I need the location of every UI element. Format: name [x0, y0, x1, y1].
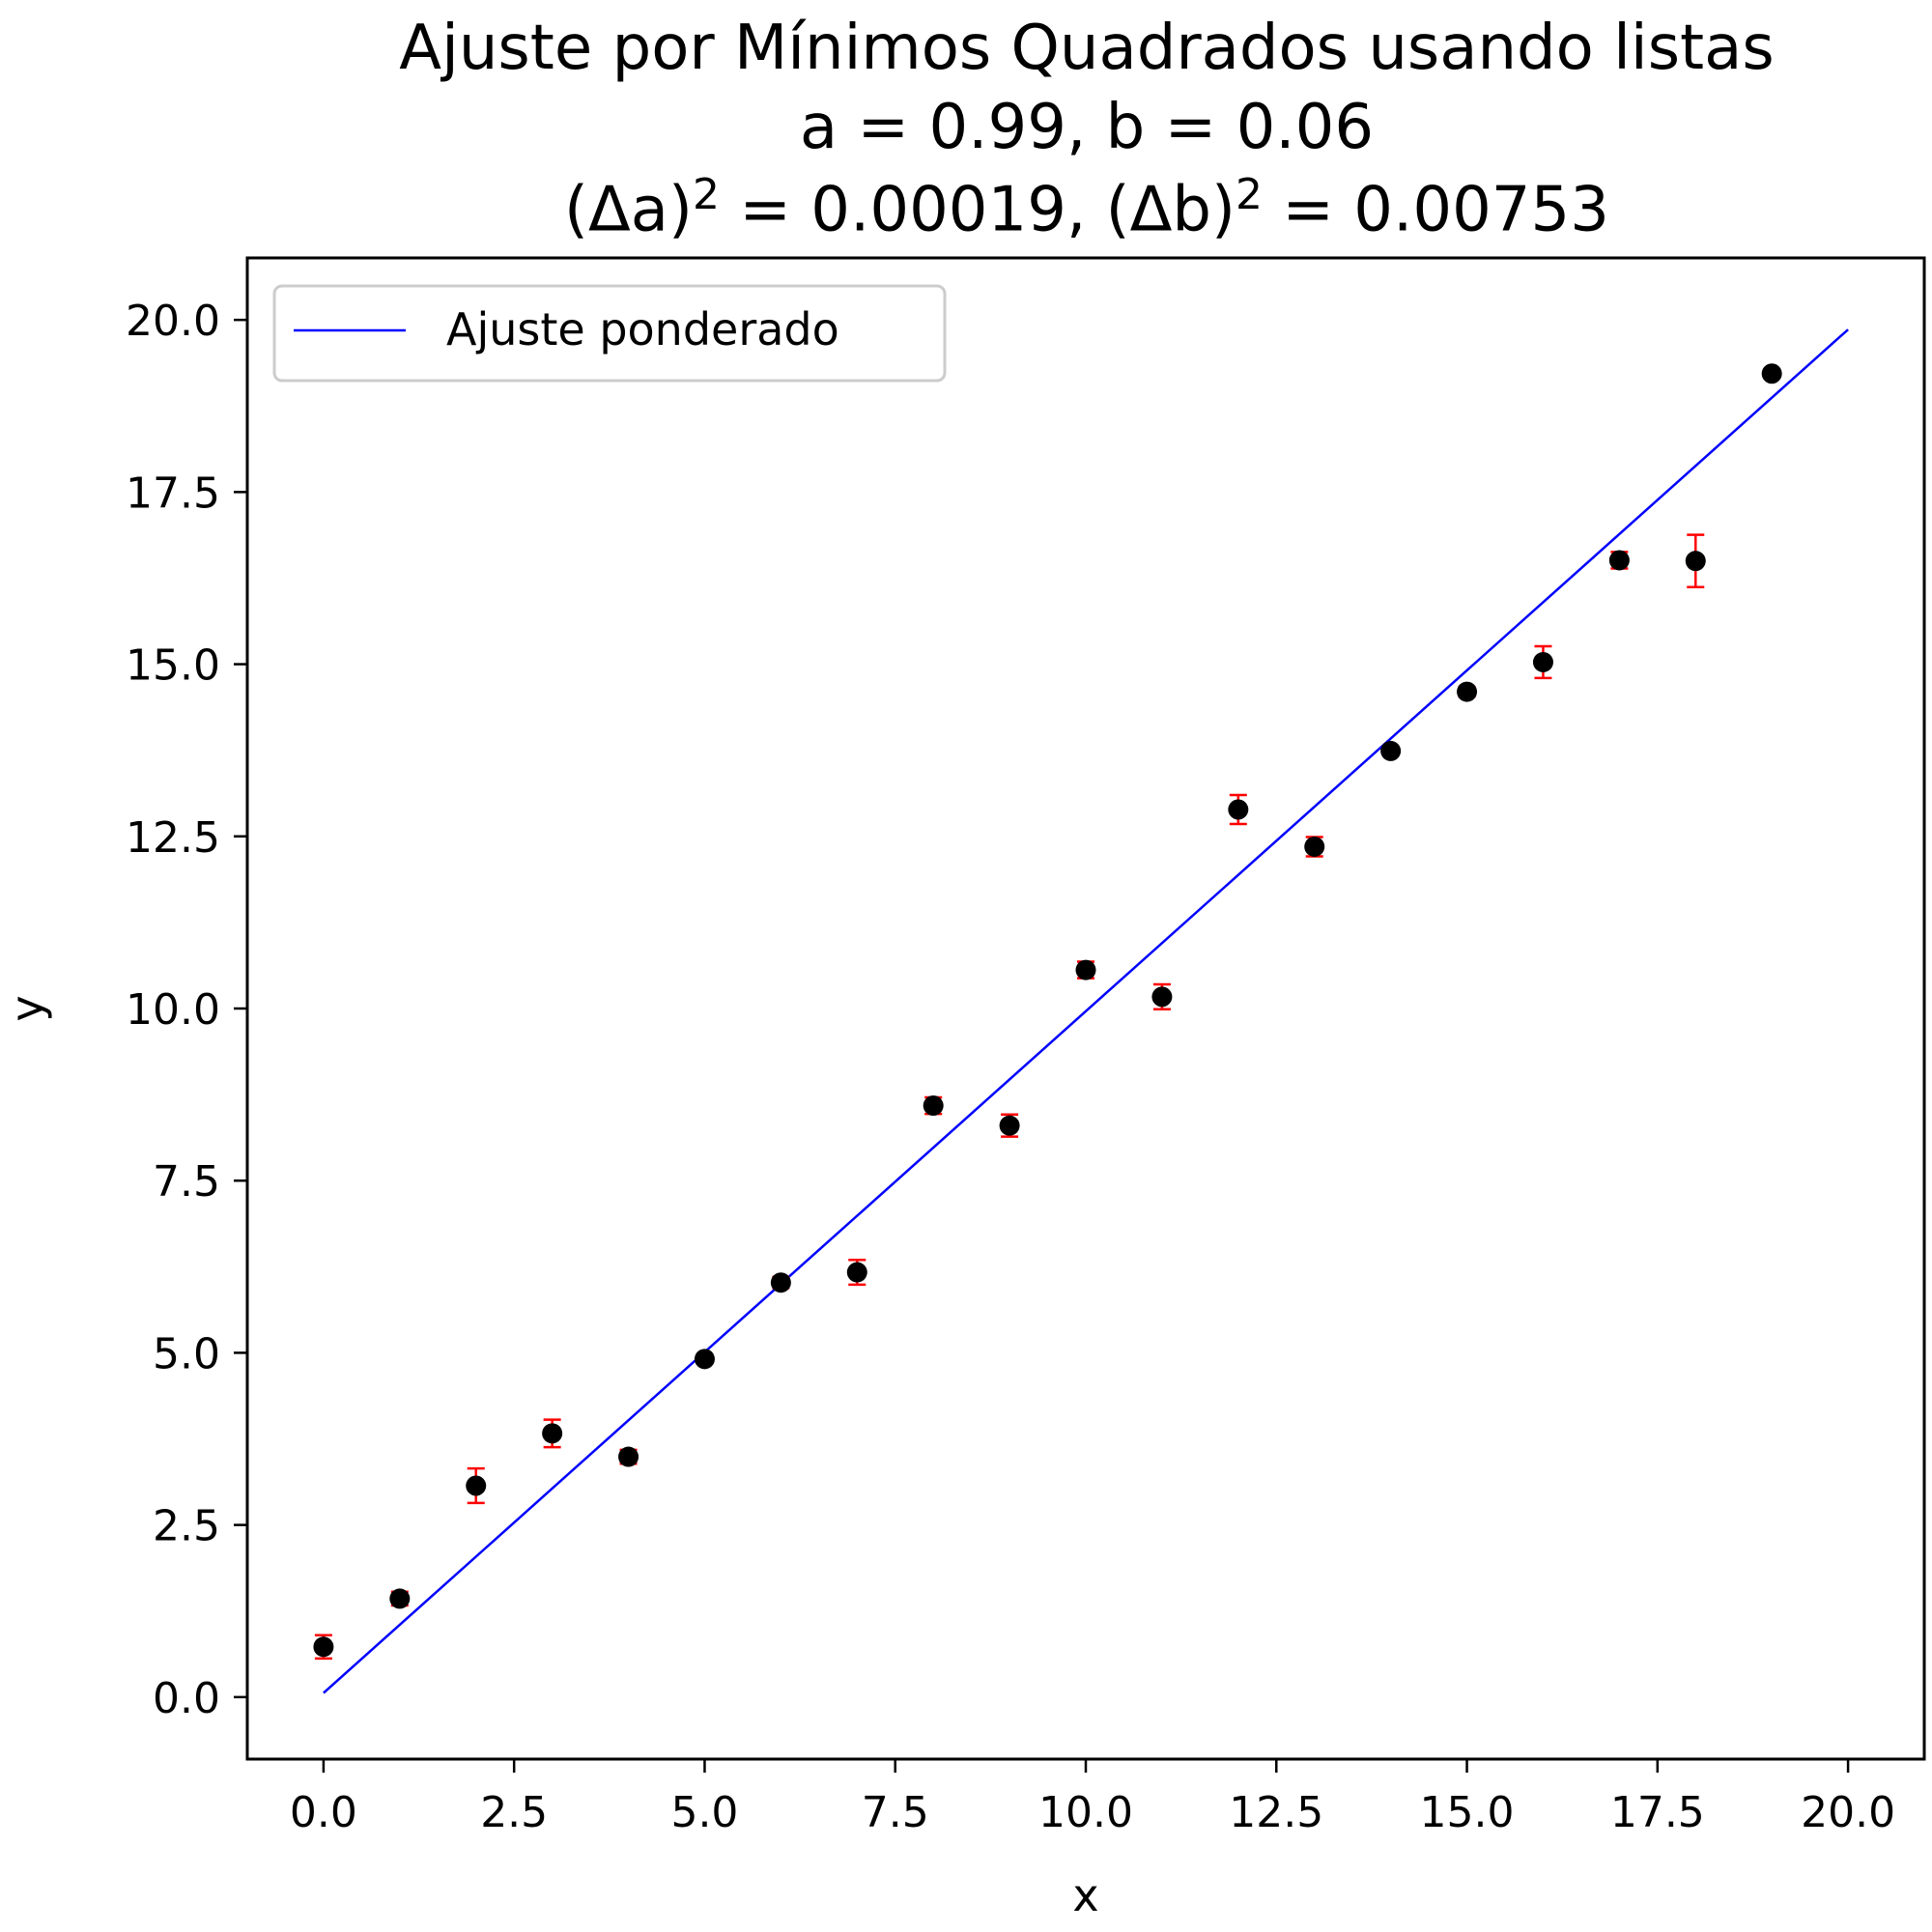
delta-a-label: (Δa)	[564, 174, 693, 246]
y-tick-label: 2.5	[153, 1502, 220, 1551]
points-layer	[313, 363, 1782, 1658]
data-point	[1608, 550, 1630, 571]
y-tick-label: 0.0	[153, 1674, 220, 1723]
errorbar-layer	[314, 368, 1781, 1661]
y-tick-label: 20.0	[126, 297, 220, 346]
data-point	[542, 1423, 563, 1444]
y-tick-label: 10.0	[126, 985, 220, 1035]
y-tick-label: 12.5	[126, 813, 220, 863]
data-point	[1151, 986, 1173, 1008]
chart-subtitle-params: a = 0.99, b = 0.06	[799, 92, 1375, 163]
plot-frame	[245, 256, 1926, 1761]
data-point	[466, 1475, 487, 1496]
x-tick-label: 15.0	[1420, 1788, 1515, 1837]
data-point	[923, 1095, 944, 1117]
fit-line	[323, 328, 1849, 1694]
data-point	[1685, 551, 1706, 572]
x-tick-label: 12.5	[1229, 1788, 1323, 1837]
x-tick-label: 2.5	[480, 1788, 548, 1837]
delta-b-label: (Δb)	[1105, 174, 1236, 246]
delta-b-exponent: 2	[1235, 170, 1263, 219]
subtitle-separator: ,	[1065, 174, 1106, 246]
chart-subtitle-variances: (Δa)2 = 0.00019, (Δb)2 = 0.00753	[0, 174, 1932, 242]
data-point	[999, 1115, 1020, 1136]
data-point	[1457, 681, 1478, 702]
data-point	[694, 1349, 715, 1370]
data-point	[1304, 836, 1325, 857]
chart-title: Ajuste por Mínimos Quadrados usando list…	[399, 13, 1775, 84]
data-point	[1761, 363, 1782, 384]
data-point	[1532, 651, 1553, 672]
legend-entry-label: Ajuste ponderado	[446, 303, 839, 355]
data-point	[313, 1636, 334, 1658]
data-point	[1380, 740, 1402, 761]
y-axis-label: y	[1, 995, 53, 1021]
x-tick-label: 0.0	[290, 1788, 357, 1837]
y-tick-label: 17.5	[126, 469, 220, 518]
data-point	[1228, 799, 1249, 820]
delta-a-equals: =	[719, 174, 811, 246]
delta-b-equals: =	[1262, 174, 1354, 246]
data-point	[770, 1272, 791, 1293]
delta-a-exponent: 2	[692, 170, 720, 219]
x-tick-label: 5.0	[670, 1788, 738, 1837]
data-point	[1075, 959, 1096, 980]
data-point	[618, 1446, 639, 1467]
y-tick-label: 5.0	[153, 1329, 220, 1378]
x-tick-label: 10.0	[1038, 1788, 1133, 1837]
y-tick-label: 15.0	[126, 641, 220, 691]
legend: Ajuste ponderado	[272, 284, 947, 383]
x-tick-label: 7.5	[862, 1788, 929, 1837]
data-point	[389, 1588, 411, 1609]
y-axis: 0.0 2.5 5.0 7.5 10.0 12.5 15.0 17.5 20.0	[126, 297, 247, 1723]
delta-a-value: 0.00019	[810, 174, 1066, 246]
delta-b-value: 0.00753	[1353, 174, 1609, 246]
x-tick-label: 20.0	[1801, 1788, 1895, 1837]
legend-box	[272, 284, 947, 383]
data-point	[846, 1262, 867, 1283]
x-axis-label: x	[1072, 1869, 1098, 1921]
x-axis: 0.0 2.5 5.0 7.5 10.0 12.5 15.0 17.5 20.0	[290, 1759, 1895, 1837]
x-tick-label: 17.5	[1610, 1788, 1705, 1837]
y-tick-label: 7.5	[153, 1157, 220, 1207]
fit-line-layer	[323, 328, 1849, 1694]
